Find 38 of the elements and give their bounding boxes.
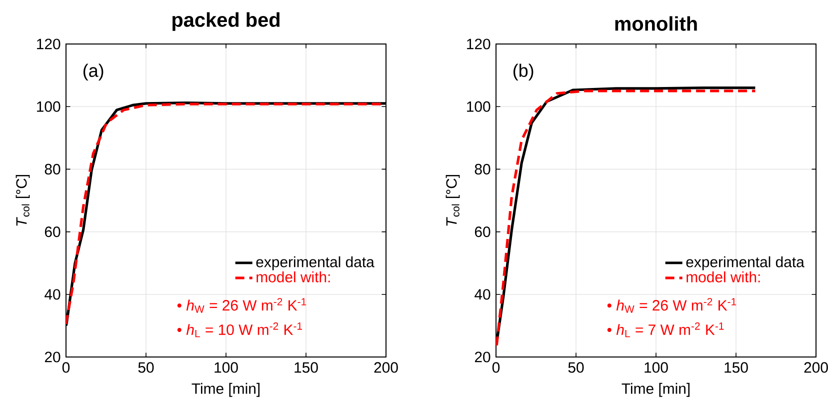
annotation: (b) xyxy=(514,64,534,81)
x-tick-label: 100 xyxy=(644,362,668,373)
legend-label: model with: xyxy=(686,271,760,282)
y-tick-label: 60 xyxy=(44,226,60,238)
y-tick-label: 20 xyxy=(44,352,60,362)
y-tick-label: 120 xyxy=(37,38,60,50)
y-tick-label: 100 xyxy=(467,101,490,112)
x-tick-label: 0 xyxy=(492,362,500,373)
y-tick-label: 120 xyxy=(467,38,490,50)
legend-label: model with: xyxy=(256,271,330,282)
x-tick-label: 50 xyxy=(568,362,584,373)
y-tick-label: 40 xyxy=(474,289,490,300)
chart-title: packed bed xyxy=(172,12,280,31)
annotation: • h$_{W}$ = 26 W m$^{-2}$ K$^{-1}$ xyxy=(177,298,306,313)
x-tick-label: 50 xyxy=(138,362,154,373)
legend-label: experimental data xyxy=(256,256,374,270)
x-tick-label: 0 xyxy=(62,362,70,373)
x-tick-label: 150 xyxy=(724,362,748,373)
chart-title: monolith xyxy=(615,16,697,31)
y-tick-label: 40 xyxy=(44,289,60,300)
y-tick-label: 60 xyxy=(474,226,490,238)
x-axis-title: Time [min] xyxy=(192,382,260,397)
y-axis-title: T$_{col}$ [°C] xyxy=(446,175,460,226)
annotation: • h$_{W}$ = 26 W m$^{-2}$ K$^{-1}$ xyxy=(607,298,736,313)
x-axis-title: Time [min] xyxy=(622,382,690,397)
y-tick-label: 80 xyxy=(474,164,490,174)
x-tick-label: 100 xyxy=(214,362,238,373)
y-tick-label: 100 xyxy=(37,101,60,112)
annotation: • h$_{L}$ = 7 W m$^{-2}$ K$^{-1}$ xyxy=(607,322,724,338)
legend-label: experimental data xyxy=(686,256,804,270)
annotation: • h$_{L}$ = 10 W m$^{-2}$ K$^{-1}$ xyxy=(177,322,302,338)
x-tick-label: 200 xyxy=(804,362,828,373)
y-tick-label: 80 xyxy=(44,164,60,174)
y-tick-label: 20 xyxy=(474,352,490,362)
x-tick-label: 200 xyxy=(374,362,398,373)
annotation: (a) xyxy=(83,64,104,81)
x-tick-label: 150 xyxy=(294,362,318,373)
y-axis-title: T$_{col}$ [°C] xyxy=(16,175,30,226)
